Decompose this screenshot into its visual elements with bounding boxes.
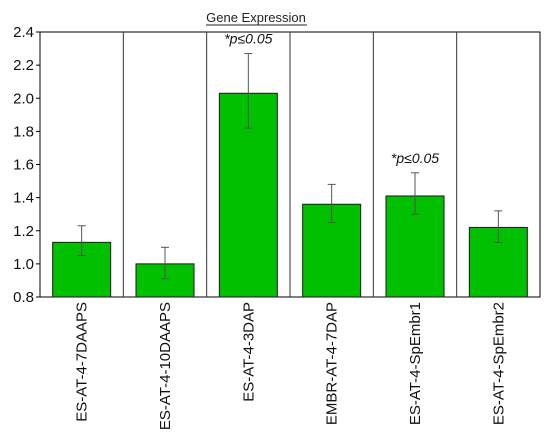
- y-tick-label: 1.6: [13, 157, 34, 174]
- chart-title: Gene Expression: [206, 10, 306, 25]
- y-tick-label: 2.0: [13, 90, 34, 107]
- y-tick-label: 2.2: [13, 57, 34, 74]
- y-tick-label: 1.8: [13, 123, 34, 140]
- significance-annotation: *p≤0.05: [224, 31, 272, 47]
- y-tick-label: 1.4: [13, 190, 34, 207]
- category-label: EMBR-AT-4-7DAP: [324, 302, 341, 425]
- category-label: ES-AT-4-7DAAPS: [74, 302, 91, 422]
- category-label: ES-AT-4-10DAAPS: [157, 302, 174, 430]
- category-label: ES-AT-4-SpEmbr2: [490, 302, 507, 425]
- y-tick-label: 0.8: [13, 289, 34, 306]
- y-tick-label: 2.4: [13, 24, 34, 41]
- y-tick-label: 1.0: [13, 256, 34, 273]
- category-label: ES-AT-4-SpEmbr1: [407, 302, 424, 425]
- y-tick-label: 1.2: [13, 223, 34, 240]
- category-label: ES-AT-4-3DAP: [240, 302, 257, 402]
- significance-annotation: *p≤0.05: [391, 150, 439, 166]
